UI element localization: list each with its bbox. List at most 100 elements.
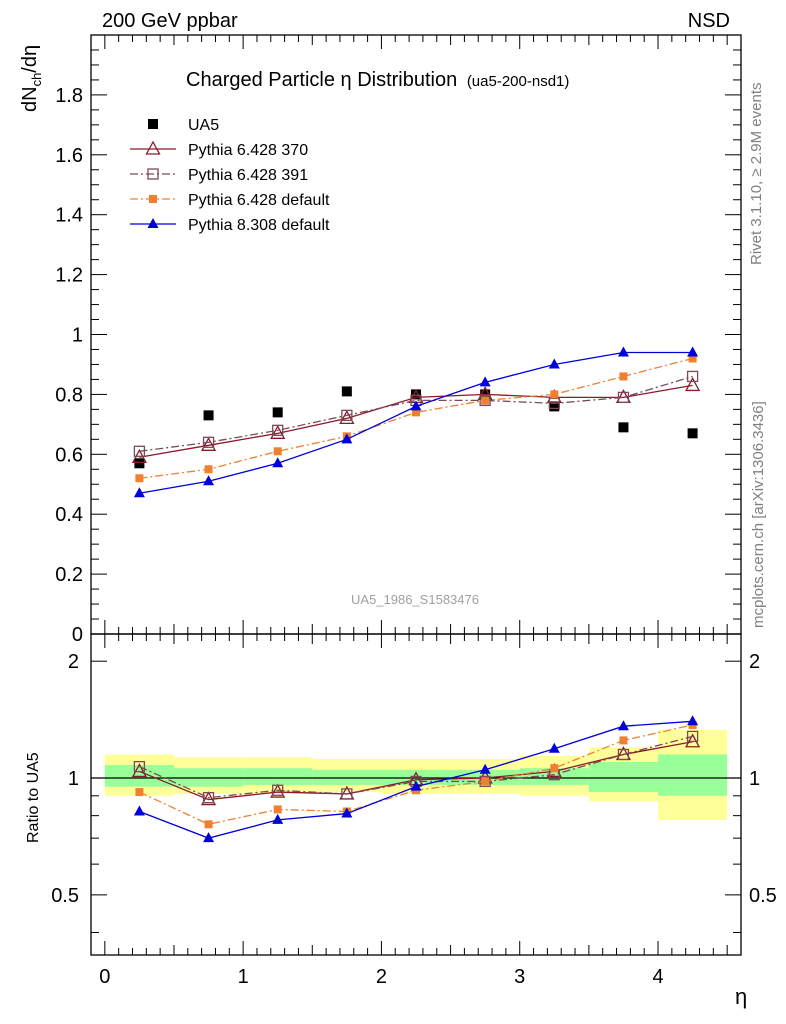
y-tick-label: 1: [72, 325, 83, 347]
ratio-point-pythia-6-428-370: [131, 763, 147, 778]
main-point-ua5: [341, 386, 352, 397]
ratio-line-pythia-6-428-370: [139, 741, 693, 801]
ratio-point-pythia-6-428-default: [273, 805, 282, 814]
ratio-y-tick-label: 2: [68, 651, 79, 673]
rivet-label: Rivet 3.1.10, ≥ 2.9M events: [748, 83, 765, 266]
ratio-y-tick-label: 0.5: [51, 885, 79, 907]
main-point-pythia-8-308-default: [272, 457, 284, 468]
ratio-point-pythia-8-308-default: [203, 832, 215, 843]
ratio-point-pythia-6-428-391: [272, 784, 284, 796]
main-line-pythia-6-428-370: [139, 384, 693, 458]
legend-marker-ua5: [148, 119, 158, 129]
x-tick-label: 4: [652, 966, 663, 988]
main-point-pythia-8-308-default: [479, 376, 491, 387]
y-axis-label: dNch/dη: [19, 45, 44, 112]
ratio-point-pythia-8-308-default: [410, 780, 422, 791]
header-right: NSD: [688, 10, 730, 32]
main-point-pythia-6-428-391: [272, 424, 284, 436]
main-point-pythia-6-428-391: [133, 445, 146, 457]
main-line-pythia-6-428-391: [139, 375, 693, 452]
ratio-point-pythia-6-428-default: [135, 788, 144, 797]
main-point-pythia-6-428-370: [270, 424, 286, 439]
analysis-watermark: UA5_1986_S1583476: [351, 592, 479, 607]
main-point-pythia-6-428-370: [200, 436, 217, 451]
x-tick-label: 1: [238, 966, 249, 988]
x-tick-label: 3: [514, 966, 525, 988]
legend: UA5 Pythia 6.428 370 Pythia 6.428 391 Pythi…: [130, 117, 330, 234]
ratio-point-pythia-8-308-default: [133, 805, 145, 816]
y-tick-label: 0: [72, 624, 83, 646]
main-point-pythia-8-308-default: [133, 487, 145, 498]
legend-marker-pythia-6-428-default: [149, 195, 157, 203]
ratio-point-pythia-6-428-391: [617, 748, 630, 761]
main-point-pythia-6-428-default: [688, 354, 697, 363]
main-point-ua5: [272, 407, 283, 418]
y-tick-label: 1.6: [55, 145, 83, 167]
ratio-y-tick-label: 1: [68, 768, 79, 790]
main-point-pythia-8-308-default: [410, 400, 422, 411]
main-point-pythia-6-428-370: [339, 409, 355, 425]
uncertainty-band-inner: [243, 768, 313, 785]
uncertainty-band-inner: [588, 761, 659, 793]
legend-label-pythia-8-308-default: Pythia 8.308 default: [188, 217, 330, 234]
main-point-ua5: [203, 410, 214, 421]
main-point-pythia-6-428-default: [619, 372, 628, 381]
main-point-pythia-6-428-391: [617, 391, 630, 404]
ratio-point-pythia-8-308-default: [341, 807, 353, 818]
x-tick-label: 0: [99, 966, 110, 988]
main-line-pythia-6-428-default: [139, 357, 693, 479]
main-point-pythia-6-428-391: [686, 370, 699, 383]
ratio-frame: [90, 633, 742, 956]
legend-marker-pythia-6-428-370: [145, 140, 161, 155]
main-point-pythia-6-428-default: [273, 447, 282, 456]
ratio-point-pythia-8-308-default: [272, 813, 284, 824]
y-tick-label: 1.4: [55, 205, 83, 227]
main-point-pythia-6-428-default: [412, 408, 420, 417]
ratio-point-pythia-6-428-370: [200, 791, 217, 806]
main-point-pythia-6-428-370: [685, 377, 701, 392]
ratio-y-tick-label-right: 2: [749, 651, 760, 673]
ratio-point-pythia-6-428-default: [619, 736, 628, 745]
main-point-pythia-8-308-default: [341, 433, 353, 444]
legend-label-ua5: UA5: [188, 117, 219, 134]
y-tick-label: 1.2: [55, 265, 83, 287]
main-point-pythia-6-428-391: [202, 436, 215, 448]
ratio-y-tick-label-right: 0.5: [749, 885, 777, 907]
main-point-pythia-6-428-default: [481, 396, 490, 405]
legend-marker-pythia-6-428-391: [147, 168, 159, 180]
ratio-point-pythia-8-308-default: [687, 715, 699, 726]
y-tick-label: 0.4: [55, 504, 83, 526]
main-line-pythia-8-308-default: [139, 351, 693, 494]
main-point-pythia-6-428-default: [135, 474, 144, 483]
main-point-pythia-6-428-default: [204, 465, 213, 474]
x-axis-label: η: [735, 984, 747, 1009]
main-point-ua5: [134, 458, 145, 469]
main-point-pythia-8-308-default: [617, 346, 629, 357]
ratio-point-pythia-8-308-default: [617, 720, 629, 731]
ratio-point-pythia-8-308-default: [548, 742, 560, 753]
legend-label-pythia-6-428-391: Pythia 6.428 391: [188, 167, 308, 184]
ratio-y-label: Ratio to UA5: [25, 752, 42, 843]
main-point-pythia-8-308-default: [203, 475, 215, 486]
ratio-point-pythia-6-428-default: [481, 777, 490, 786]
ratio-point-pythia-6-428-default: [204, 820, 213, 829]
chart-title: Charged Particle η Distribution (ua5-200…: [186, 69, 569, 91]
main-point-pythia-8-308-default: [548, 358, 560, 369]
ratio-point-pythia-6-428-391: [686, 730, 699, 743]
y-tick-label: 0.6: [55, 444, 83, 466]
main-point-ua5: [411, 389, 421, 400]
legend-label-pythia-6-428-default: Pythia 6.428 default: [188, 192, 330, 209]
y-tick-label: 1.8: [55, 85, 83, 107]
y-tick-label: 0.2: [55, 564, 83, 586]
x-tick-label: 2: [376, 966, 387, 988]
uncertainty-band-inner: [658, 754, 728, 796]
main-point-pythia-6-428-default: [550, 390, 559, 399]
mcplots-label: mcplots.cern.ch [arXiv:1306.3436]: [750, 401, 767, 628]
uncertainty-band-inner: [312, 769, 382, 785]
legend-label-pythia-6-428-370: Pythia 6.428 370: [188, 142, 308, 159]
ratio-point-pythia-6-428-391: [202, 792, 215, 804]
ratio-point-pythia-6-428-391: [133, 760, 146, 773]
y-tick-label: 0.8: [55, 384, 83, 406]
ratio-point-pythia-6-428-391: [341, 788, 353, 800]
